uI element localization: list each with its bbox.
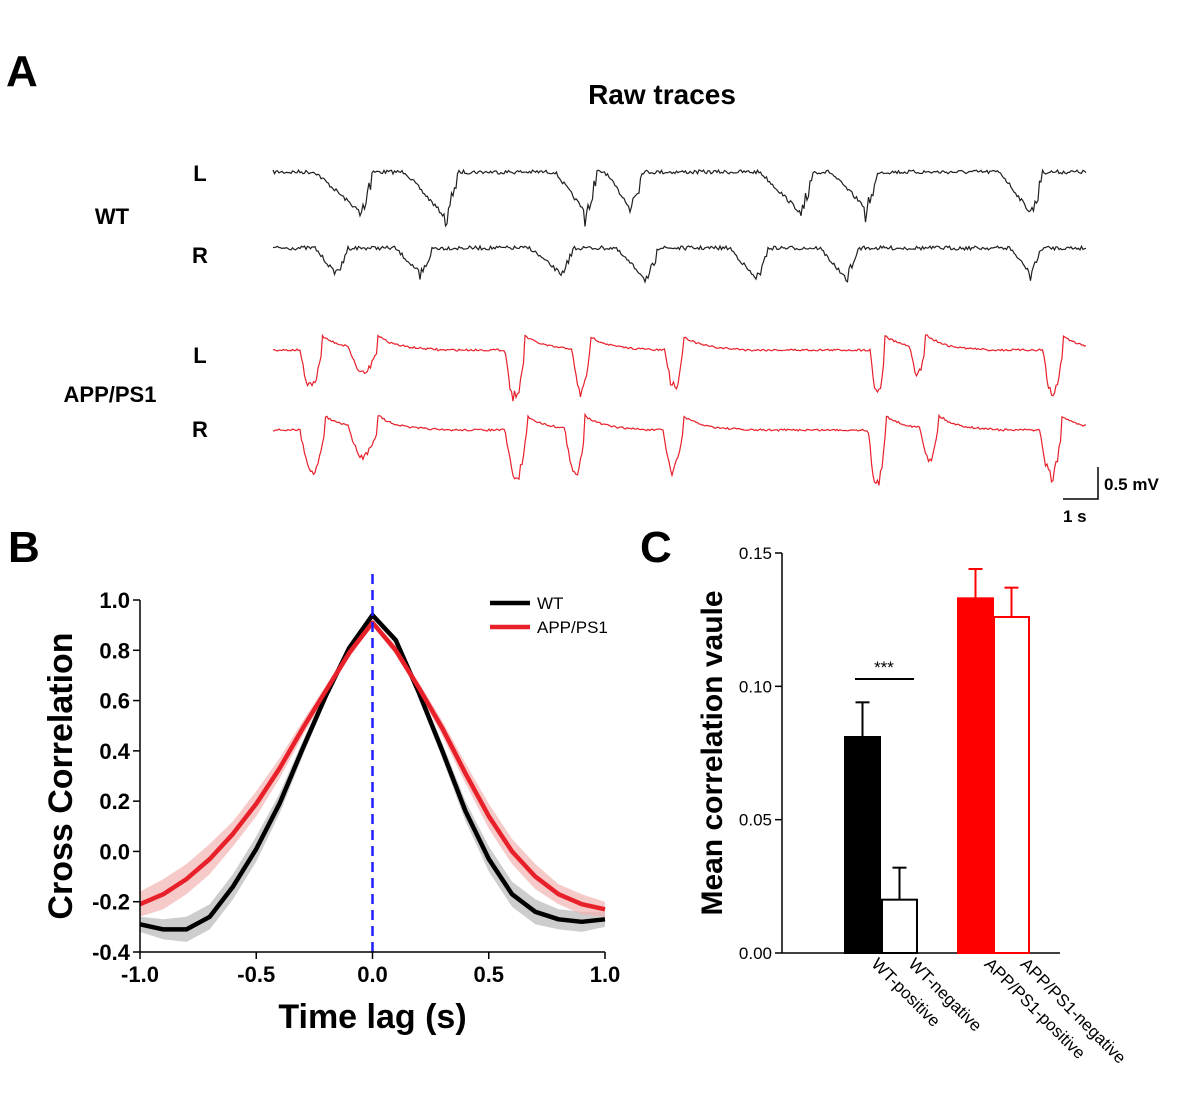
y-tick-label: 0.4: [99, 739, 130, 764]
x-tick-label: -0.5: [237, 962, 275, 987]
channel-label-wt-right: R: [192, 243, 208, 268]
scale-bar-time: 1 s: [1063, 507, 1087, 526]
x-tick-label: -1.0: [121, 962, 159, 987]
trace-app-ps1-left: [272, 333, 1087, 402]
y-tick-label: -0.4: [92, 940, 131, 965]
bar-app-ps1-negative: [993, 616, 1030, 954]
scale-bar: 0.5 mV 1 s: [1063, 467, 1159, 526]
significance-stars: ***: [874, 658, 894, 677]
x-axis-title: Time lag (s): [278, 998, 466, 1036]
group-label-app-ps1: APP/PS1: [64, 382, 157, 407]
y-tick-label: 0.0: [99, 839, 130, 864]
y-axis-title: Cross Correlation: [42, 632, 80, 919]
y-tick-label: 0.15: [739, 544, 772, 563]
y-tick-label: 1.0: [99, 588, 130, 613]
bar-wt-positive: [844, 736, 881, 954]
trace-app-ps1-right: [272, 412, 1087, 486]
y-tick-label: -0.2: [92, 890, 130, 915]
y-tick-label: 0.2: [99, 789, 130, 814]
scale-bar-voltage: 0.5 mV: [1104, 475, 1159, 494]
y-tick-label: 0.6: [99, 689, 130, 714]
bar-app-ps1-positive: [957, 597, 994, 954]
y-axis-title: Mean correlation vaule: [696, 590, 729, 915]
trace-wt-left: [272, 168, 1087, 228]
x-tick-label: 1.0: [590, 962, 621, 987]
y-tick-label: 0.00: [739, 944, 772, 963]
channel-label-app-ps1-right: R: [192, 417, 208, 442]
trace-wt-right: [272, 244, 1087, 284]
cross-correlation-chart: Cross Correlation Time lag (s) -0.4 -0.2 0…: [42, 574, 620, 1036]
group-label-wt: WT: [95, 204, 130, 229]
panel-a-title: Raw traces: [588, 79, 736, 110]
scale-bar-lines: [1063, 467, 1099, 500]
legend-label-series-1: APP/PS1: [537, 618, 608, 637]
legend-label-series-0: WT: [537, 594, 563, 613]
panel-a-letter: A: [6, 47, 38, 96]
panel-b-letter: B: [8, 523, 40, 572]
x-tick-label: 0.0: [357, 962, 388, 987]
channel-label-wt-left: L: [193, 161, 206, 186]
error-band-series-1: [140, 620, 605, 917]
raw-traces: [272, 168, 1087, 486]
channel-label-app-ps1-left: L: [193, 343, 206, 368]
y-tick-label: 0.05: [739, 811, 772, 830]
bar-wt-negative: [881, 898, 918, 955]
y-tick-label: 0.8: [99, 638, 130, 663]
mean-correlation-bar-chart: Mean correlation vaule 0.000.050.100.15W…: [696, 544, 1130, 1067]
y-tick-label: 0.10: [739, 677, 772, 696]
panel-c-letter: C: [640, 523, 672, 572]
x-tick-label: 0.5: [473, 962, 504, 987]
